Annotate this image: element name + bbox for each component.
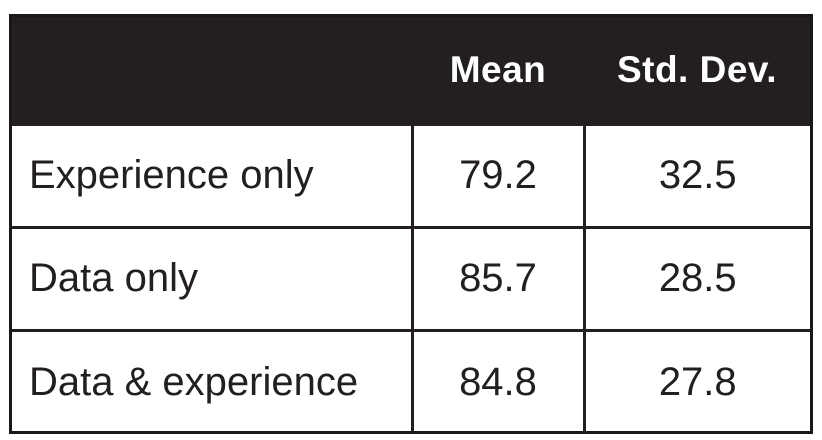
header-row: Mean Std. Dev. xyxy=(12,17,810,124)
cell-mean-data-only: 85.7 xyxy=(412,225,586,330)
table-header: Mean Std. Dev. xyxy=(12,17,810,124)
table-row: Data & experience 84.8 27.8 xyxy=(12,328,810,433)
cell-mean-data-and-experience: 84.8 xyxy=(412,328,586,433)
cell-std-dev-data-and-experience: 27.8 xyxy=(584,328,810,433)
stats-table-container: Mean Std. Dev. Experience only 79.2 32.5… xyxy=(9,14,813,434)
table-row: Data only 85.7 28.5 xyxy=(12,225,810,330)
table-body: Experience only 79.2 32.5 Data only 85.7… xyxy=(12,122,810,433)
stats-table: Mean Std. Dev. Experience only 79.2 32.5… xyxy=(12,17,810,433)
row-label-data-only: Data only xyxy=(12,225,414,330)
cell-std-dev-data-only: 28.5 xyxy=(584,225,810,330)
header-std-dev: Std. Dev. xyxy=(616,48,778,90)
header-mean: Mean xyxy=(449,48,547,90)
row-label-experience-only: Experience only xyxy=(12,122,414,227)
header-label-column xyxy=(12,17,412,124)
row-label-data-and-experience: Data & experience xyxy=(12,328,414,433)
cell-mean-experience-only: 79.2 xyxy=(412,122,586,227)
table-row: Experience only 79.2 32.5 xyxy=(12,122,810,227)
cell-std-dev-experience-only: 32.5 xyxy=(584,122,810,227)
